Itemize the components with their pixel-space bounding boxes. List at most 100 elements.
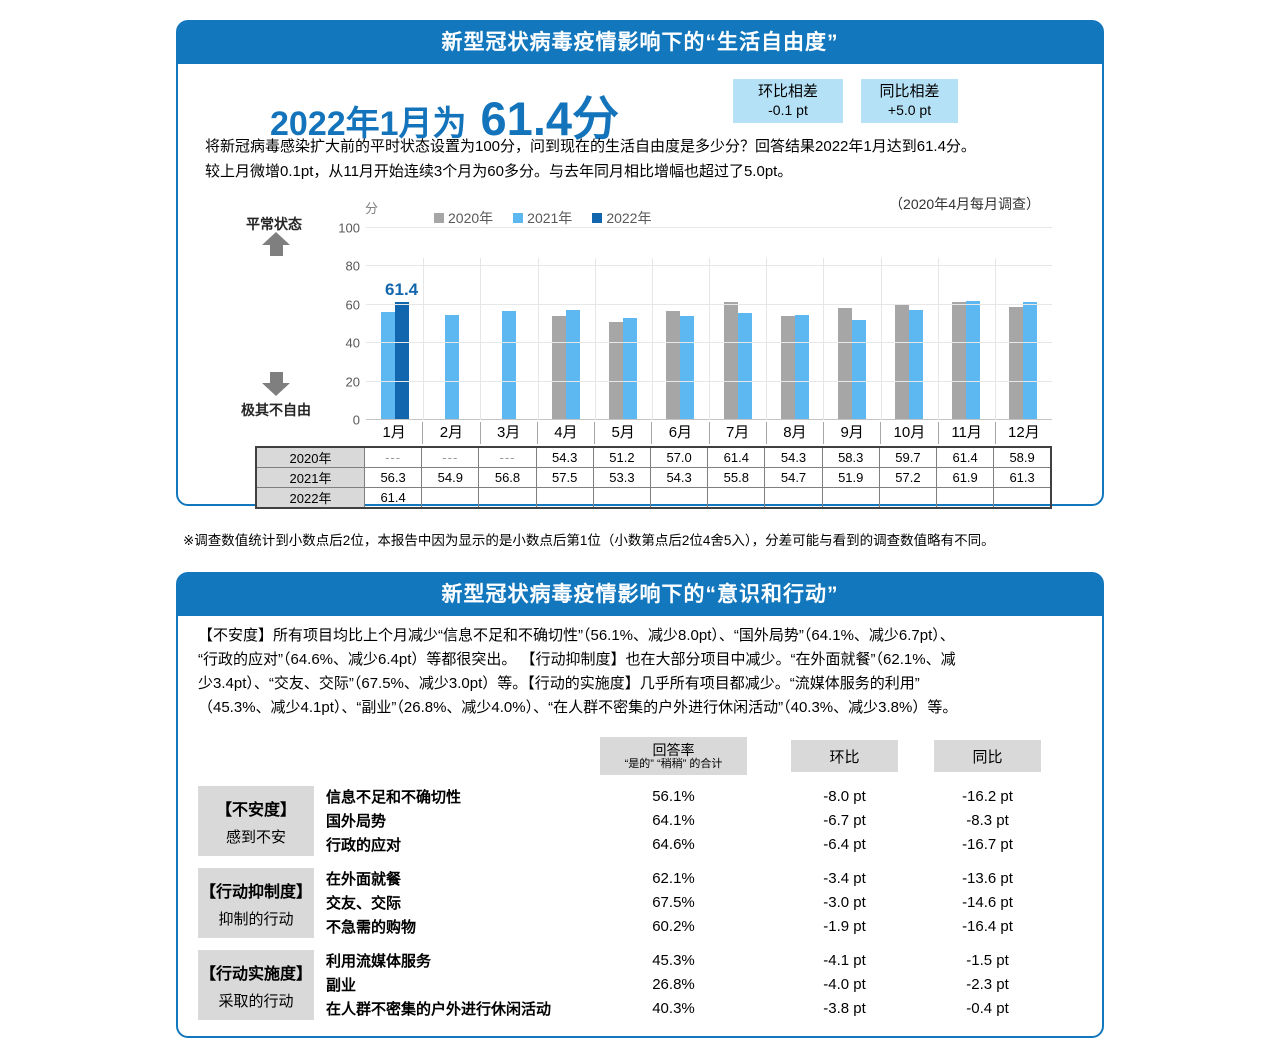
score-value: 61.4分 [480, 92, 620, 145]
bar-group-9月 [823, 228, 880, 420]
bar-2020年-5月 [609, 321, 624, 420]
column-header-answer-rate: 回答率 “是的” “稍稍” 的合计 [600, 737, 747, 775]
bar-2022年-1月: 61.4 [385, 280, 418, 420]
category-separator [480, 258, 482, 420]
y-tick-label: 0 [352, 412, 360, 428]
month-label: 12月 [994, 422, 1052, 444]
measure-yoy: -8.3 pt [966, 811, 1009, 829]
table-cell: 54.3 [764, 446, 823, 468]
bar-2021年-12月 [1023, 302, 1038, 420]
month-label: 1月 [382, 424, 406, 441]
mom-diff-badge: 环比相差 -0.1 pt [733, 79, 843, 123]
legend-item-2020年: 2020年 [434, 208, 493, 228]
table-cell [421, 487, 480, 509]
score-prefix: 2022年1月为 [270, 105, 467, 143]
bar-2020年-12月 [1009, 306, 1024, 420]
panel1-description-line1: 将新冠病毒感染扩大前的平时状态设置为100分，问到现在的生活自由度是多少分？回答… [205, 138, 976, 155]
y-tick-label: 20 [345, 374, 360, 390]
category-separator [994, 258, 996, 420]
table-cell [878, 487, 938, 509]
measure-rate: 56.1% [652, 787, 695, 805]
group-label-box: 【不安度】 感到不安 [198, 786, 314, 856]
table-cell: --- [421, 446, 480, 468]
table-cell: 61.9 [936, 467, 995, 488]
measure-yoy: -16.7 pt [962, 835, 1013, 853]
category-separator [937, 258, 939, 420]
measure-rate: 60.2% [652, 917, 695, 935]
group-subtitle: 抑制的行动 [218, 910, 294, 928]
table-cell: 57.2 [878, 467, 938, 488]
measure-rate: 67.5% [652, 893, 695, 911]
category-separator [423, 258, 425, 420]
panel-life-freedom: 新型冠状病毒疫情影响下的“生活自由度” 2022年1月为 61.4分 环比相差 -… [176, 20, 1104, 509]
x-axis-months: 1月 2月 3月 4月 5月 6月 7月 8月 9月 10月 11月 12月 [366, 422, 1052, 444]
measure-yoy: -13.6 pt [962, 869, 1013, 887]
bar-value-label: 61.4 [385, 280, 419, 300]
row-header-year: 2021年 [255, 467, 365, 488]
category-separator [766, 258, 768, 420]
bar-2020年-4月 [552, 315, 567, 420]
yoy-diff-value: +5.0 pt [887, 101, 932, 118]
category-separator [709, 258, 710, 420]
month-label: 9月 [823, 422, 880, 444]
y-tick-label: 80 [345, 258, 360, 274]
table-cell [650, 487, 709, 509]
chart-legend: 2020年 2021年 2022年 [434, 208, 651, 228]
measure-yoy: -16.4 pt [962, 917, 1013, 935]
bar-2021年-2月 [444, 314, 459, 420]
measure-mom: -4.1 pt [823, 951, 866, 969]
bar-2021年-5月 [623, 317, 638, 420]
bar-2020年-11月 [952, 302, 967, 420]
measure-rate: 64.6% [652, 835, 695, 853]
table-cell: 55.8 [707, 467, 766, 488]
table-cell: 61.4 [936, 446, 995, 468]
panel2-description-line2: “行政的应对”（64.6%、减少6.4pt）等都很突出。 【行动抑制度】也在大部… [198, 651, 956, 668]
month-label: 11月 [937, 422, 995, 444]
table-cell: 54.3 [650, 467, 709, 488]
month-label: 10月 [880, 422, 937, 444]
chart-data-table: 2020年 --- --- --- 54.3 51.2 57.0 61.4 54.3 58.3 59… [255, 446, 1052, 509]
table-cell [535, 487, 594, 509]
month-label: 2月 [422, 422, 479, 444]
category-separator [880, 258, 882, 420]
table-cell: 57.0 [650, 446, 709, 468]
measure-mom: -6.4 pt [823, 835, 866, 853]
table-cell: 61.3 [993, 467, 1052, 488]
measure-rate: 40.3% [652, 999, 695, 1017]
table-cell: 51.9 [821, 467, 880, 488]
bar-group-8月 [766, 228, 823, 420]
arrow-up-icon [262, 232, 290, 256]
panel2-title: 新型冠状病毒疫情影响下的“意识和行动” [178, 574, 1102, 616]
category-separator [537, 258, 539, 420]
table-cell: 54.3 [535, 446, 594, 468]
bar-2020年-6月 [666, 310, 681, 420]
legend-label: 2020年 [448, 210, 494, 226]
bar-2021年-6月 [680, 315, 695, 420]
table-cell [764, 487, 823, 509]
measure-row: 国外局势 64.1% -6.7 pt -8.3 pt [326, 808, 1041, 832]
survey-note: （2020年4月每月调查） [889, 196, 1040, 212]
table-cell: --- [363, 446, 423, 468]
measure-yoy: -16.2 pt [962, 787, 1013, 805]
month-label: 6月 [651, 422, 708, 444]
legend-swatch [434, 213, 444, 223]
group-rows: 信息不足和不确切性 56.1% -8.0 pt -16.2 pt 国外局势 64.1% -6… [326, 784, 1041, 856]
table-cell: 51.2 [592, 446, 652, 468]
measure-mom: -3.8 pt [823, 999, 866, 1017]
measure-yoy: -14.6 pt [962, 893, 1013, 911]
legend-swatch [592, 213, 603, 223]
panel2-description: 【不安度】所有项目均比上个月减少“信息不足和不确切性”（56.1%、减少8.0p… [198, 624, 1091, 720]
panel2-description-line1: 【不安度】所有项目均比上个月减少“信息不足和不确切性”（56.1%、减少8.0p… [198, 627, 955, 644]
measure-mom: -1.9 pt [823, 917, 866, 935]
panel1-description-line2: 较上月微增0.1pt，从11月开始连续3个月为60多分。与去年同月相比增幅也超过… [205, 163, 793, 180]
category-separator [823, 258, 825, 420]
legend-label: 2021年 [527, 210, 573, 226]
measure-item: 行政的应对 [326, 836, 402, 854]
group-category: 【行动抑制度】 [199, 883, 312, 901]
bars-layer: 61.4 [366, 228, 1052, 420]
bar-group-12月 [995, 228, 1052, 420]
plot-area: 61.4 [366, 227, 1052, 420]
table-cell [993, 487, 1052, 509]
table-row: 2020年 --- --- --- 54.3 51.2 57.0 61.4 54.3 58.3 59… [255, 446, 1052, 468]
